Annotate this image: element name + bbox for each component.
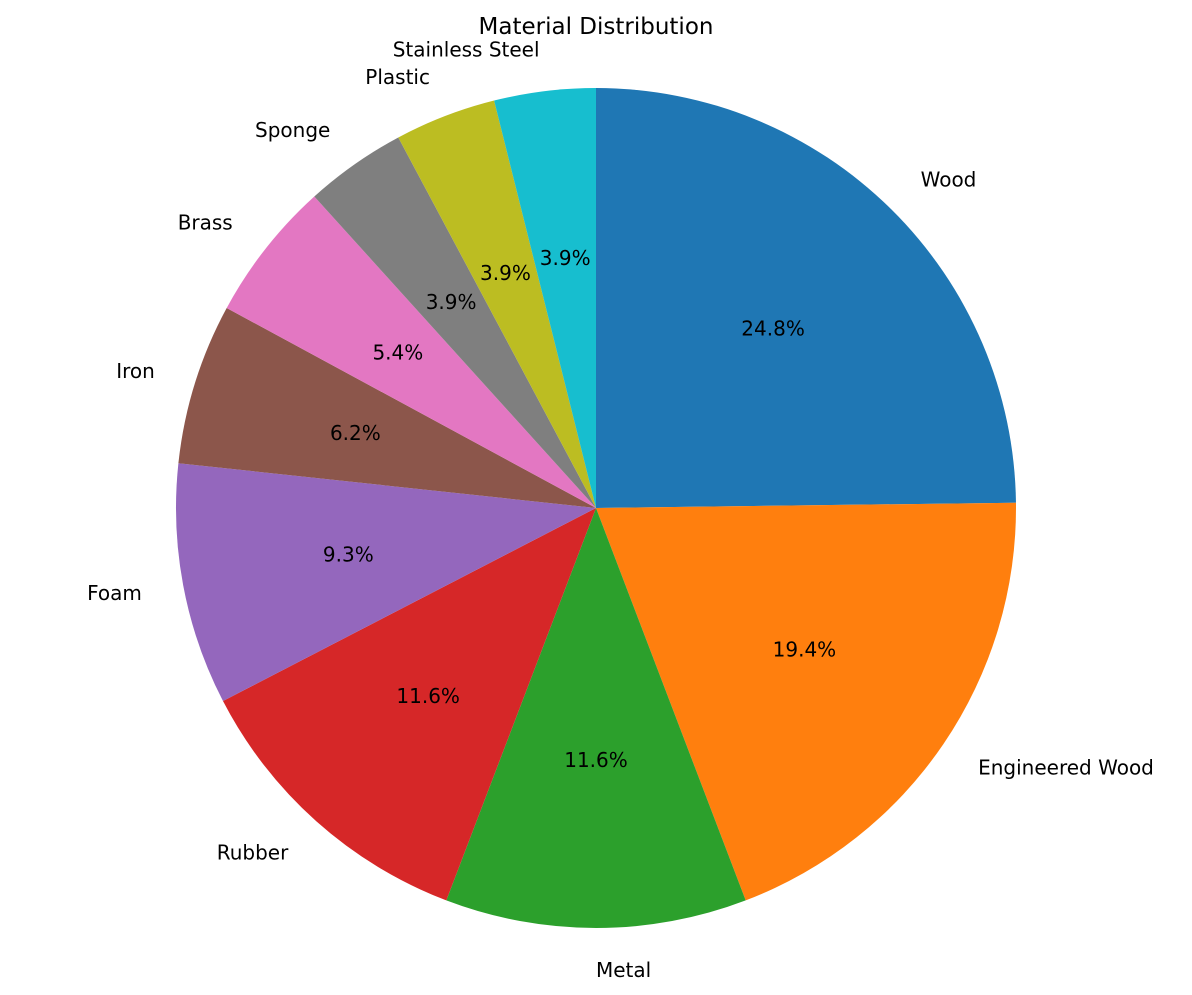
pct-label-plastic: 3.9%	[480, 261, 531, 285]
category-labels: Wood Engineered Wood Metal Rubber Foam Iron Br…	[87, 37, 1154, 982]
pct-label-iron: 6.2%	[330, 421, 381, 445]
pie-slice-iron	[178, 307, 596, 508]
slice-label-plastic: Plastic	[365, 65, 430, 89]
pie-slice-stainless-steel	[494, 88, 596, 508]
pie-slice-engineered-wood	[596, 502, 1017, 901]
pct-label-engineered-wood: 19.4%	[773, 638, 837, 662]
pct-label-stainless-steel: 3.9%	[540, 246, 591, 270]
pie-slice-plastic	[398, 100, 596, 509]
slice-label-metal: Metal	[596, 958, 651, 982]
slice-label-brass: Brass	[178, 211, 233, 235]
chart-title: Material Distribution	[479, 14, 714, 40]
slice-label-wood: Wood	[921, 167, 977, 191]
pie-slices	[175, 88, 1017, 928]
pie-slice-wood	[596, 88, 1016, 508]
pie-slice-rubber	[222, 508, 596, 901]
pct-label-wood: 24.8%	[741, 317, 805, 341]
pct-label-sponge: 3.9%	[426, 290, 477, 314]
slice-label-engineered-wood: Engineered Wood	[978, 756, 1154, 780]
slice-label-rubber: Rubber	[217, 841, 289, 865]
slice-label-iron: Iron	[116, 359, 155, 383]
pie-slice-brass	[226, 196, 597, 509]
slice-label-sponge: Sponge	[255, 118, 330, 142]
pct-label-foam: 9.3%	[323, 542, 374, 566]
pct-label-rubber: 11.6%	[396, 684, 460, 708]
pie-slice-sponge	[314, 137, 596, 508]
pct-label-brass: 5.4%	[372, 340, 423, 364]
pie-slice-foam	[175, 463, 596, 702]
pct-label-metal: 11.6%	[564, 748, 628, 772]
slice-label-foam: Foam	[87, 581, 142, 605]
percentage-labels: 24.8%19.4%11.6%11.6%9.3%6.2%5.4%3.9%3.9%…	[323, 246, 836, 772]
pie-slice-metal	[446, 508, 746, 928]
slice-label-stainless-steel: Stainless Steel	[393, 37, 540, 61]
